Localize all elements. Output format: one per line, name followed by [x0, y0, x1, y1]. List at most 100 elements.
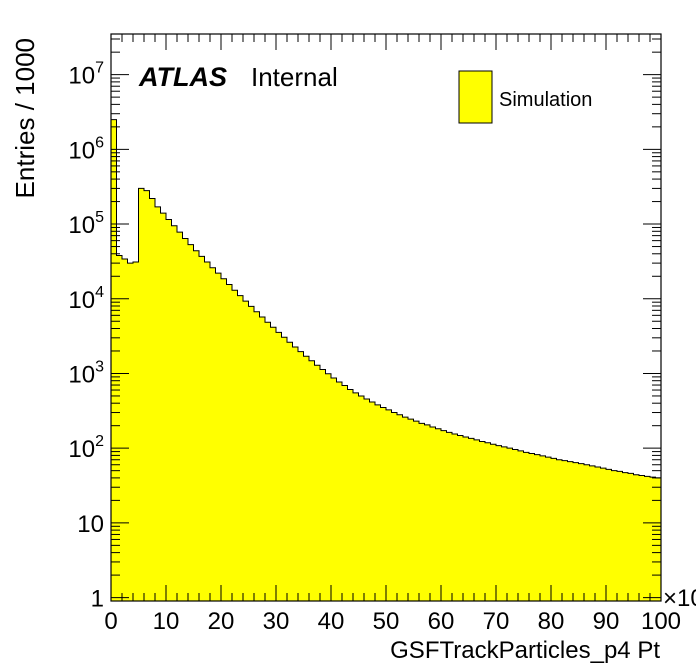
y-axis-label: Entries / 1000	[10, 38, 40, 198]
histogram-bar	[446, 432, 453, 601]
histogram-bar	[270, 327, 277, 601]
histogram-bar	[353, 392, 359, 601]
x-tick-label: 70	[483, 608, 510, 635]
histogram-bar	[518, 450, 524, 601]
y-tick-label: 10	[77, 511, 104, 538]
histogram-bar	[496, 445, 502, 601]
histogram-bar	[226, 284, 233, 601]
histogram-bar	[237, 295, 244, 601]
histogram-bar	[584, 464, 590, 601]
histogram-bar	[243, 301, 249, 601]
histogram-bar	[490, 444, 497, 601]
y-tick-label: 1	[91, 586, 104, 613]
histogram-bar	[567, 461, 574, 601]
histogram-bar	[529, 453, 535, 601]
y-tick-label: 105	[68, 209, 104, 239]
histogram-bar	[325, 373, 332, 601]
histogram-bars	[111, 119, 662, 602]
y-tick-label: 106	[68, 134, 104, 164]
x-tick-labels: 0 10 20 30 40 50 60 70 80 90 100	[104, 608, 681, 635]
legend-label: Simulation	[499, 89, 592, 111]
x-tick-label: 10	[153, 608, 180, 635]
histogram-bar	[534, 454, 541, 601]
histogram-bar	[413, 421, 420, 601]
histogram-bar	[386, 409, 392, 601]
histogram-bar	[633, 474, 640, 601]
histogram-bar	[188, 244, 194, 601]
histogram-bar	[358, 395, 365, 601]
histogram-bar	[259, 316, 266, 601]
histogram-bar	[331, 377, 337, 601]
histogram-outline	[110, 119, 662, 601]
histogram-bar	[457, 435, 464, 601]
histogram-bar	[232, 290, 238, 601]
histogram-bar	[144, 190, 150, 601]
x-tick-label: 60	[428, 608, 455, 635]
histogram-bar	[166, 219, 172, 601]
x-tick-label: 80	[538, 608, 565, 635]
histogram-bar	[578, 463, 585, 601]
histogram-bar	[210, 267, 216, 601]
histogram-bar	[435, 428, 442, 601]
y-tick-label: 104	[68, 284, 104, 314]
histogram-bar	[303, 356, 310, 601]
x-exponent-label: ×10	[663, 585, 696, 612]
x-tick-label: 90	[593, 608, 620, 635]
histogram-bar	[556, 459, 563, 601]
histogram-bar	[501, 446, 508, 601]
y-tick-labels: 1 10 102 103 104 105 106 107	[68, 60, 104, 613]
histogram-bar	[193, 250, 200, 601]
histogram-bar	[573, 462, 579, 601]
histogram-bar	[215, 273, 222, 601]
histogram-bar	[292, 347, 299, 601]
histogram-bar	[545, 457, 552, 601]
histogram-bar	[221, 278, 227, 601]
histogram-bar	[336, 381, 343, 601]
histogram-bar	[177, 232, 183, 602]
histogram-bar	[298, 351, 304, 601]
histogram-bar	[402, 417, 409, 601]
y-tick-label: 107	[68, 60, 104, 90]
histogram-bar	[248, 306, 255, 601]
histogram-bar	[281, 337, 288, 601]
histogram-bar	[551, 458, 557, 601]
histogram-bar	[116, 255, 123, 601]
histogram-bar	[430, 427, 436, 601]
histogram-bar	[644, 476, 651, 601]
x-tick-label: 50	[373, 608, 400, 635]
histogram-bar	[617, 471, 623, 601]
histogram-bar	[479, 441, 486, 601]
histogram-bar	[199, 256, 205, 601]
histogram-bar	[485, 442, 491, 601]
histogram-bar	[380, 407, 387, 601]
histogram-bar	[622, 472, 629, 601]
histogram-bar	[375, 404, 381, 601]
histogram-bar	[639, 475, 645, 601]
histogram-bar	[204, 262, 211, 601]
histogram-bar	[408, 419, 414, 601]
status-label: Internal	[251, 62, 338, 92]
histogram-bar	[628, 473, 634, 601]
histogram-bar	[611, 470, 618, 601]
histogram-bar	[314, 365, 321, 601]
x-tick-label: 20	[208, 608, 235, 635]
histogram-bar	[441, 430, 447, 601]
histogram-bar	[320, 369, 326, 601]
histogram-bar	[468, 438, 475, 601]
histogram-bar	[474, 439, 480, 601]
histogram-bar	[171, 225, 178, 601]
histogram-bar	[512, 449, 519, 601]
histogram-bar	[133, 262, 139, 601]
x-tick-label: 40	[318, 608, 345, 635]
histogram-bar	[424, 424, 431, 601]
x-axis-label: GSFTrackParticles_p4 Pt	[390, 637, 660, 664]
histogram-bar	[276, 332, 282, 601]
histogram-bar	[309, 360, 315, 601]
histogram-bar	[287, 342, 293, 601]
histogram-bar	[254, 311, 260, 601]
histogram-bar	[122, 259, 128, 601]
histogram-bar	[540, 455, 546, 601]
axis-ticks	[110, 34, 662, 602]
histogram-bar	[265, 322, 271, 601]
